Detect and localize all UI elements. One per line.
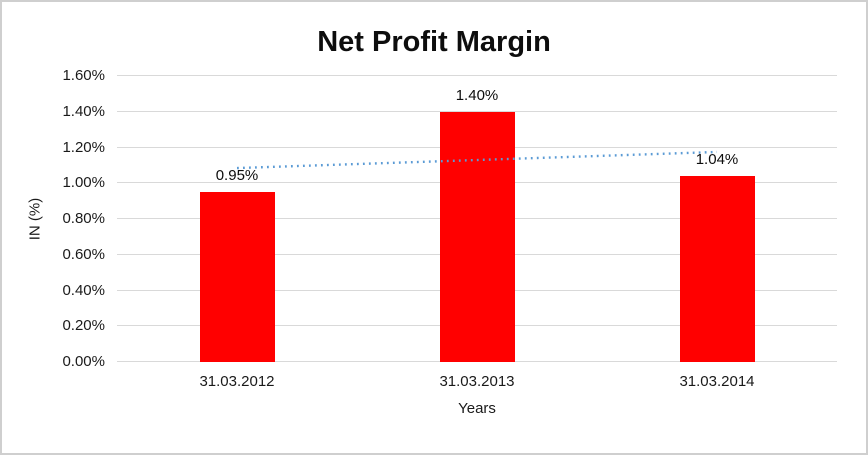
y-tick-label: 1.20% bbox=[62, 138, 105, 156]
category-label: 31.03.2013 bbox=[439, 373, 515, 390]
chart-title: Net Profit Margin bbox=[317, 26, 551, 58]
bar-value-label: 0.95% bbox=[215, 167, 259, 185]
bar-value-label: 1.40% bbox=[455, 86, 499, 104]
bar-31.03.2014 bbox=[679, 176, 755, 362]
category-label: 31.03.2012 bbox=[199, 373, 275, 390]
gridline bbox=[117, 75, 837, 76]
bar-value-label: 1.04% bbox=[695, 151, 739, 169]
y-tick-label: 1.40% bbox=[62, 102, 105, 120]
category-label: 31.03.2014 bbox=[679, 373, 755, 390]
bar-31.03.2013 bbox=[439, 111, 515, 362]
y-tick-label: 0.80% bbox=[62, 210, 105, 227]
x-axis-category-labels: 31.03.2012 31.03.2013 31.03.2014 bbox=[117, 372, 837, 392]
y-tick-label: 1.60% bbox=[62, 67, 105, 84]
gridline bbox=[117, 110, 837, 112]
y-tick-label: 1.00% bbox=[62, 174, 105, 192]
trendline bbox=[236, 150, 718, 170]
y-tick-label: 0.40% bbox=[62, 281, 105, 299]
y-tick-label: 0.20% bbox=[62, 317, 105, 335]
y-tick-label: 0.60% bbox=[62, 245, 105, 263]
plot-area: 0.95% 1.40% 1.04% bbox=[117, 75, 837, 362]
y-tick-label: 0.00% bbox=[62, 353, 105, 370]
bar-31.03.2012 bbox=[199, 192, 275, 362]
x-axis-title: Years bbox=[458, 400, 496, 417]
y-axis-tick-labels: 0.00% 0.20% 0.40% 0.60% 0.80% 1.00% 1.20% 1.40%… bbox=[2, 67, 105, 370]
